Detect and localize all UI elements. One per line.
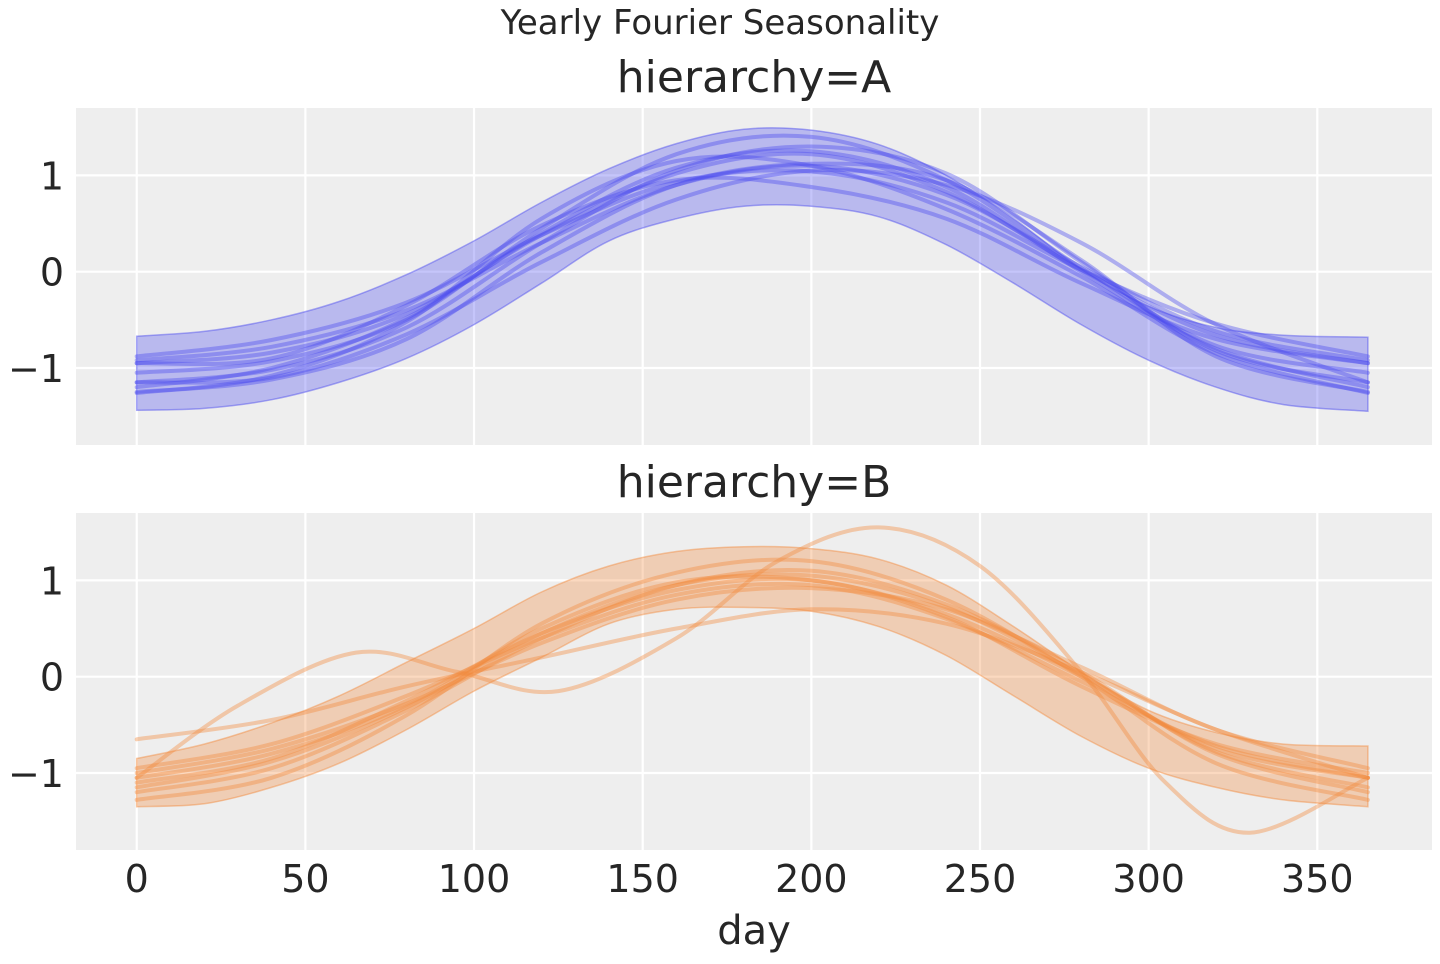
series-line-b-0 — [134, 525, 1370, 835]
x-tick-label: 150 — [606, 857, 679, 901]
series-line-a-2 — [134, 133, 1370, 375]
panel-hierarchy-b: hierarchy=B −1 0 1 0 50 100 150 200 250 300 350 day — [8, 457, 1432, 954]
series-line-b-2 — [134, 581, 1370, 780]
uncertainty-band-b — [135, 545, 1369, 808]
x-tick-label: 350 — [1281, 857, 1354, 901]
series-line-b-6 — [134, 576, 1370, 785]
x-tick-label: 300 — [1112, 857, 1185, 901]
x-axis-label: day — [717, 908, 791, 954]
x-tick-label: 50 — [281, 857, 329, 901]
panel-title-a: hierarchy=A — [617, 52, 891, 103]
panel-hierarchy-a: hierarchy=A −1 0 1 — [8, 52, 1432, 445]
panel-title-b: hierarchy=B — [617, 457, 892, 508]
series-line-a-6 — [134, 175, 1370, 367]
figure-title: Yearly Fourier Seasonality — [500, 3, 940, 43]
series-line-a-8 — [134, 163, 1370, 363]
x-tick-label: 250 — [944, 857, 1017, 901]
series-line-a-9 — [134, 148, 1370, 390]
series-line-a-7 — [134, 168, 1370, 385]
y-tick-label: −1 — [8, 752, 64, 796]
series-line-b-7 — [134, 585, 1370, 775]
y-tick-label: 1 — [40, 154, 64, 198]
plot-area-a — [76, 108, 1432, 445]
y-tick-label: 0 — [40, 251, 64, 295]
series-line-a-4 — [134, 161, 1370, 394]
series-line-b-8 — [134, 572, 1370, 790]
y-tick-label: −1 — [8, 347, 64, 391]
series-line-b-1 — [134, 607, 1370, 780]
uncertainty-band-a — [135, 127, 1369, 413]
x-tick-label: 100 — [438, 857, 511, 901]
series-line-b-5 — [134, 557, 1370, 802]
series-line-a-5 — [134, 154, 1370, 395]
y-tick-label: 1 — [40, 559, 64, 603]
y-tick-label: 0 — [40, 656, 64, 700]
series-line-a-0 — [134, 168, 1370, 359]
x-tick-label: 0 — [125, 857, 149, 901]
series-line-b-3 — [134, 574, 1370, 780]
series-line-b-4 — [134, 567, 1370, 795]
plot-area-b — [76, 513, 1432, 850]
series-line-a-1 — [134, 151, 1370, 366]
series-line-a-3 — [134, 144, 1370, 385]
x-tick-label: 200 — [775, 857, 848, 901]
